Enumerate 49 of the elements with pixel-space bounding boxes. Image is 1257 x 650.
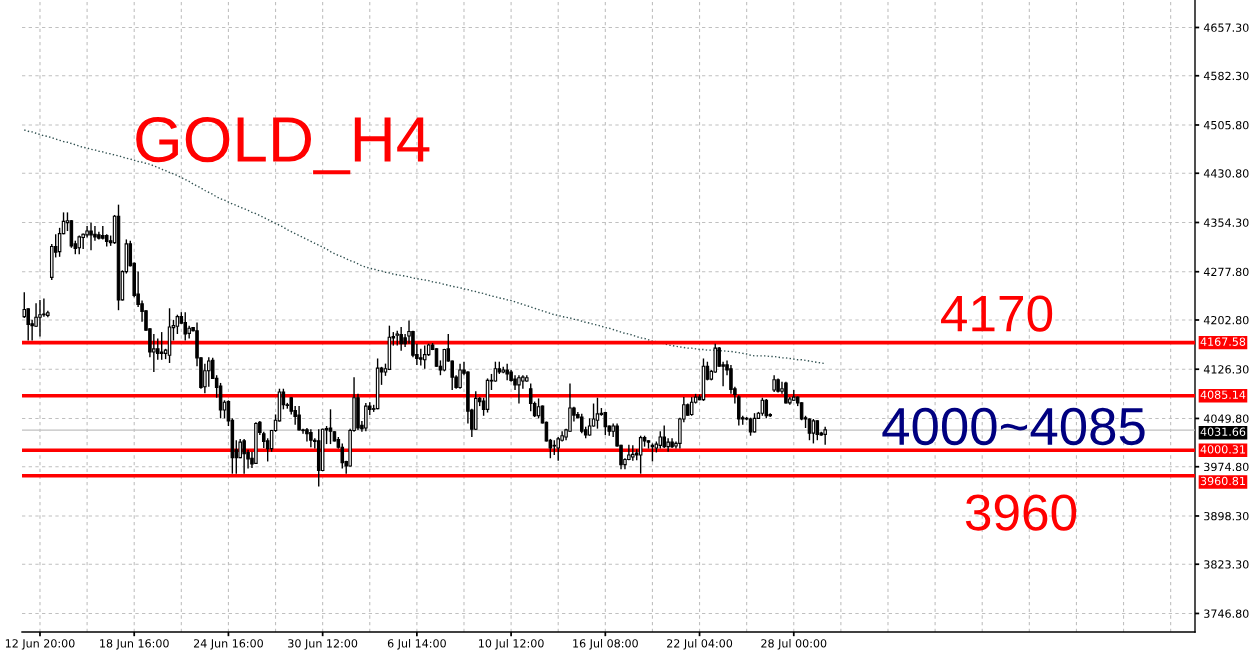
text: GOLD_H4 <box>136 116 430 175</box>
candlestick <box>242 438 246 475</box>
y-tick-label: 4354.30 <box>1203 218 1249 227</box>
x-tick-label: 18 Jun 16:00 <box>100 639 169 650</box>
y-tick-label: 4657.30 <box>1203 23 1249 32</box>
candlestick <box>159 331 164 361</box>
ref-line-label: 4167.58 <box>1200 337 1246 346</box>
candlestick <box>807 417 812 441</box>
y-tick-label: 4202.80 <box>1203 315 1249 325</box>
text: 4000~4085 <box>882 407 1145 446</box>
x-tick-label: 24 Jun 16:00 <box>193 639 263 650</box>
candlestick <box>38 299 42 338</box>
ref-line-label: 4085.14 <box>1200 390 1246 399</box>
candlestick <box>556 436 560 462</box>
ref-line-label: 4031.66 <box>1200 427 1246 436</box>
y-tick-label: 4049.80 <box>1203 414 1249 423</box>
text: 3960 <box>965 494 1077 531</box>
x-tick-label: 30 Jun 12:00 <box>288 639 358 650</box>
candlestick <box>662 424 666 449</box>
y-tick-label: 3823.30 <box>1204 560 1249 569</box>
candlestick <box>811 418 816 445</box>
ref-line-label: 4000.31 <box>1200 445 1245 454</box>
y-tick-label: 4505.80 <box>1203 120 1249 130</box>
x-tick-label: 16 Jul 08:00 <box>573 638 638 650</box>
candlestick <box>328 408 333 445</box>
y-tick-label: 4126.30 <box>1203 365 1249 374</box>
y-tick-label: 4277.80 <box>1203 267 1249 277</box>
x-tick-label: 22 Jul 04:00 <box>667 638 733 650</box>
candlestick <box>760 397 765 417</box>
y-tick-label: 4582.30 <box>1203 71 1249 81</box>
y-tick-label: 3898.30 <box>1204 511 1249 521</box>
text: 4170 <box>941 295 1053 332</box>
candlestick <box>297 405 301 432</box>
x-tick-label: 10 Jul 12:00 <box>479 638 544 650</box>
y-tick-label: 3746.80 <box>1204 609 1249 618</box>
candlestick <box>517 374 521 405</box>
candlestick <box>458 362 462 390</box>
x-tick-label: 6 Jul 14:00 <box>387 638 446 650</box>
ref-line-label: 3960.81 <box>1200 476 1245 486</box>
candlestick <box>823 426 827 446</box>
candlestick <box>595 397 600 430</box>
candlestick <box>364 402 368 432</box>
candlestick <box>399 326 403 352</box>
y-tick-label: 4430.80 <box>1203 169 1249 178</box>
candlestick <box>309 428 313 448</box>
x-tick-label: 12 Jun 20:00 <box>5 639 75 650</box>
candlestick <box>89 221 93 252</box>
y-tick-label: 3974.80 <box>1204 462 1249 472</box>
x-tick-label: 28 Jul 00:00 <box>761 638 827 650</box>
